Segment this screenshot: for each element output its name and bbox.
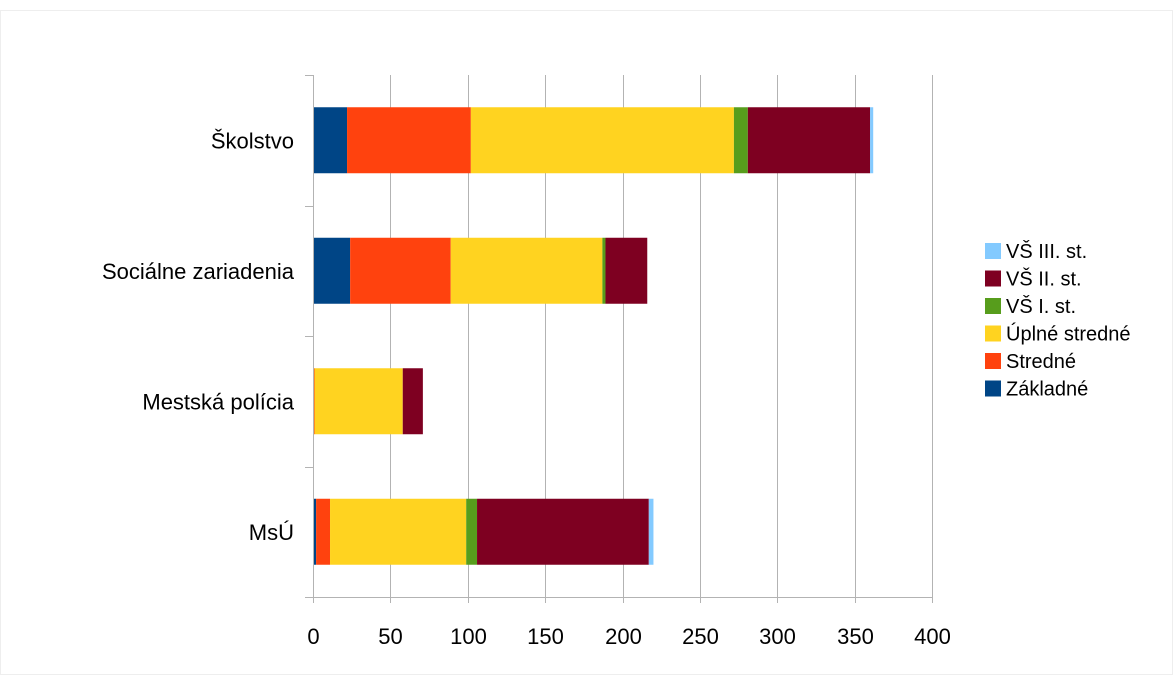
legend-label: Úplné stredné bbox=[1006, 323, 1131, 346]
category-label: Mestská polícia bbox=[142, 389, 294, 414]
bars bbox=[313, 107, 874, 565]
bar-segment bbox=[313, 498, 317, 565]
x-tick-label: 300 bbox=[759, 624, 796, 649]
x-tick-label: 50 bbox=[378, 624, 402, 649]
legend-swatch bbox=[985, 325, 1001, 342]
bar-segment bbox=[870, 107, 874, 174]
category-label: Sociálne zariadenia bbox=[102, 259, 295, 284]
bar-segment bbox=[316, 498, 331, 565]
x-tick-label: 0 bbox=[307, 624, 319, 649]
legend-label: VŠ III. st. bbox=[1006, 240, 1087, 263]
bar-segment bbox=[450, 237, 603, 304]
bar-segment bbox=[605, 237, 648, 304]
legend-swatch bbox=[985, 270, 1001, 287]
bar-segment bbox=[477, 498, 649, 565]
legend: VŠ III. st. VŠ II. st. VŠ I. st. Úplné stre… bbox=[985, 240, 1131, 401]
bar-segment bbox=[313, 107, 348, 174]
legend-label: VŠ I. st. bbox=[1006, 295, 1076, 318]
bar-segment bbox=[602, 237, 606, 304]
legend-swatch bbox=[985, 380, 1001, 397]
legend-label: Stredné bbox=[1006, 351, 1076, 373]
axes: 0 50 100 150 200 250 300 350 400 Školstvo Sociálne… bbox=[102, 75, 951, 649]
legend-swatch bbox=[985, 353, 1001, 369]
bar-segment bbox=[402, 368, 423, 435]
bar-segment bbox=[470, 107, 734, 174]
legend-swatch bbox=[985, 298, 1001, 314]
category-label: MsÚ bbox=[249, 520, 294, 545]
bar-segment bbox=[330, 498, 467, 565]
bar-segment bbox=[733, 107, 748, 174]
bar-segment bbox=[350, 237, 451, 304]
bar-segment bbox=[466, 498, 478, 565]
legend-swatch bbox=[985, 243, 1001, 259]
x-tick-label: 400 bbox=[914, 624, 951, 649]
x-tick-label: 200 bbox=[605, 624, 642, 649]
legend-label: VŠ II. st. bbox=[1006, 268, 1082, 291]
legend-label: Základné bbox=[1006, 379, 1088, 401]
category-label: Školstvo bbox=[211, 128, 294, 153]
x-tick-label: 250 bbox=[682, 624, 719, 649]
bar-segment bbox=[747, 107, 871, 174]
x-tick-label: 100 bbox=[450, 624, 487, 649]
bar-segment bbox=[347, 107, 471, 174]
x-tick-label: 150 bbox=[527, 624, 564, 649]
bar-segment bbox=[648, 498, 654, 565]
bar-segment bbox=[314, 368, 403, 435]
bar-segment bbox=[313, 237, 351, 304]
x-tick-label: 350 bbox=[837, 624, 874, 649]
